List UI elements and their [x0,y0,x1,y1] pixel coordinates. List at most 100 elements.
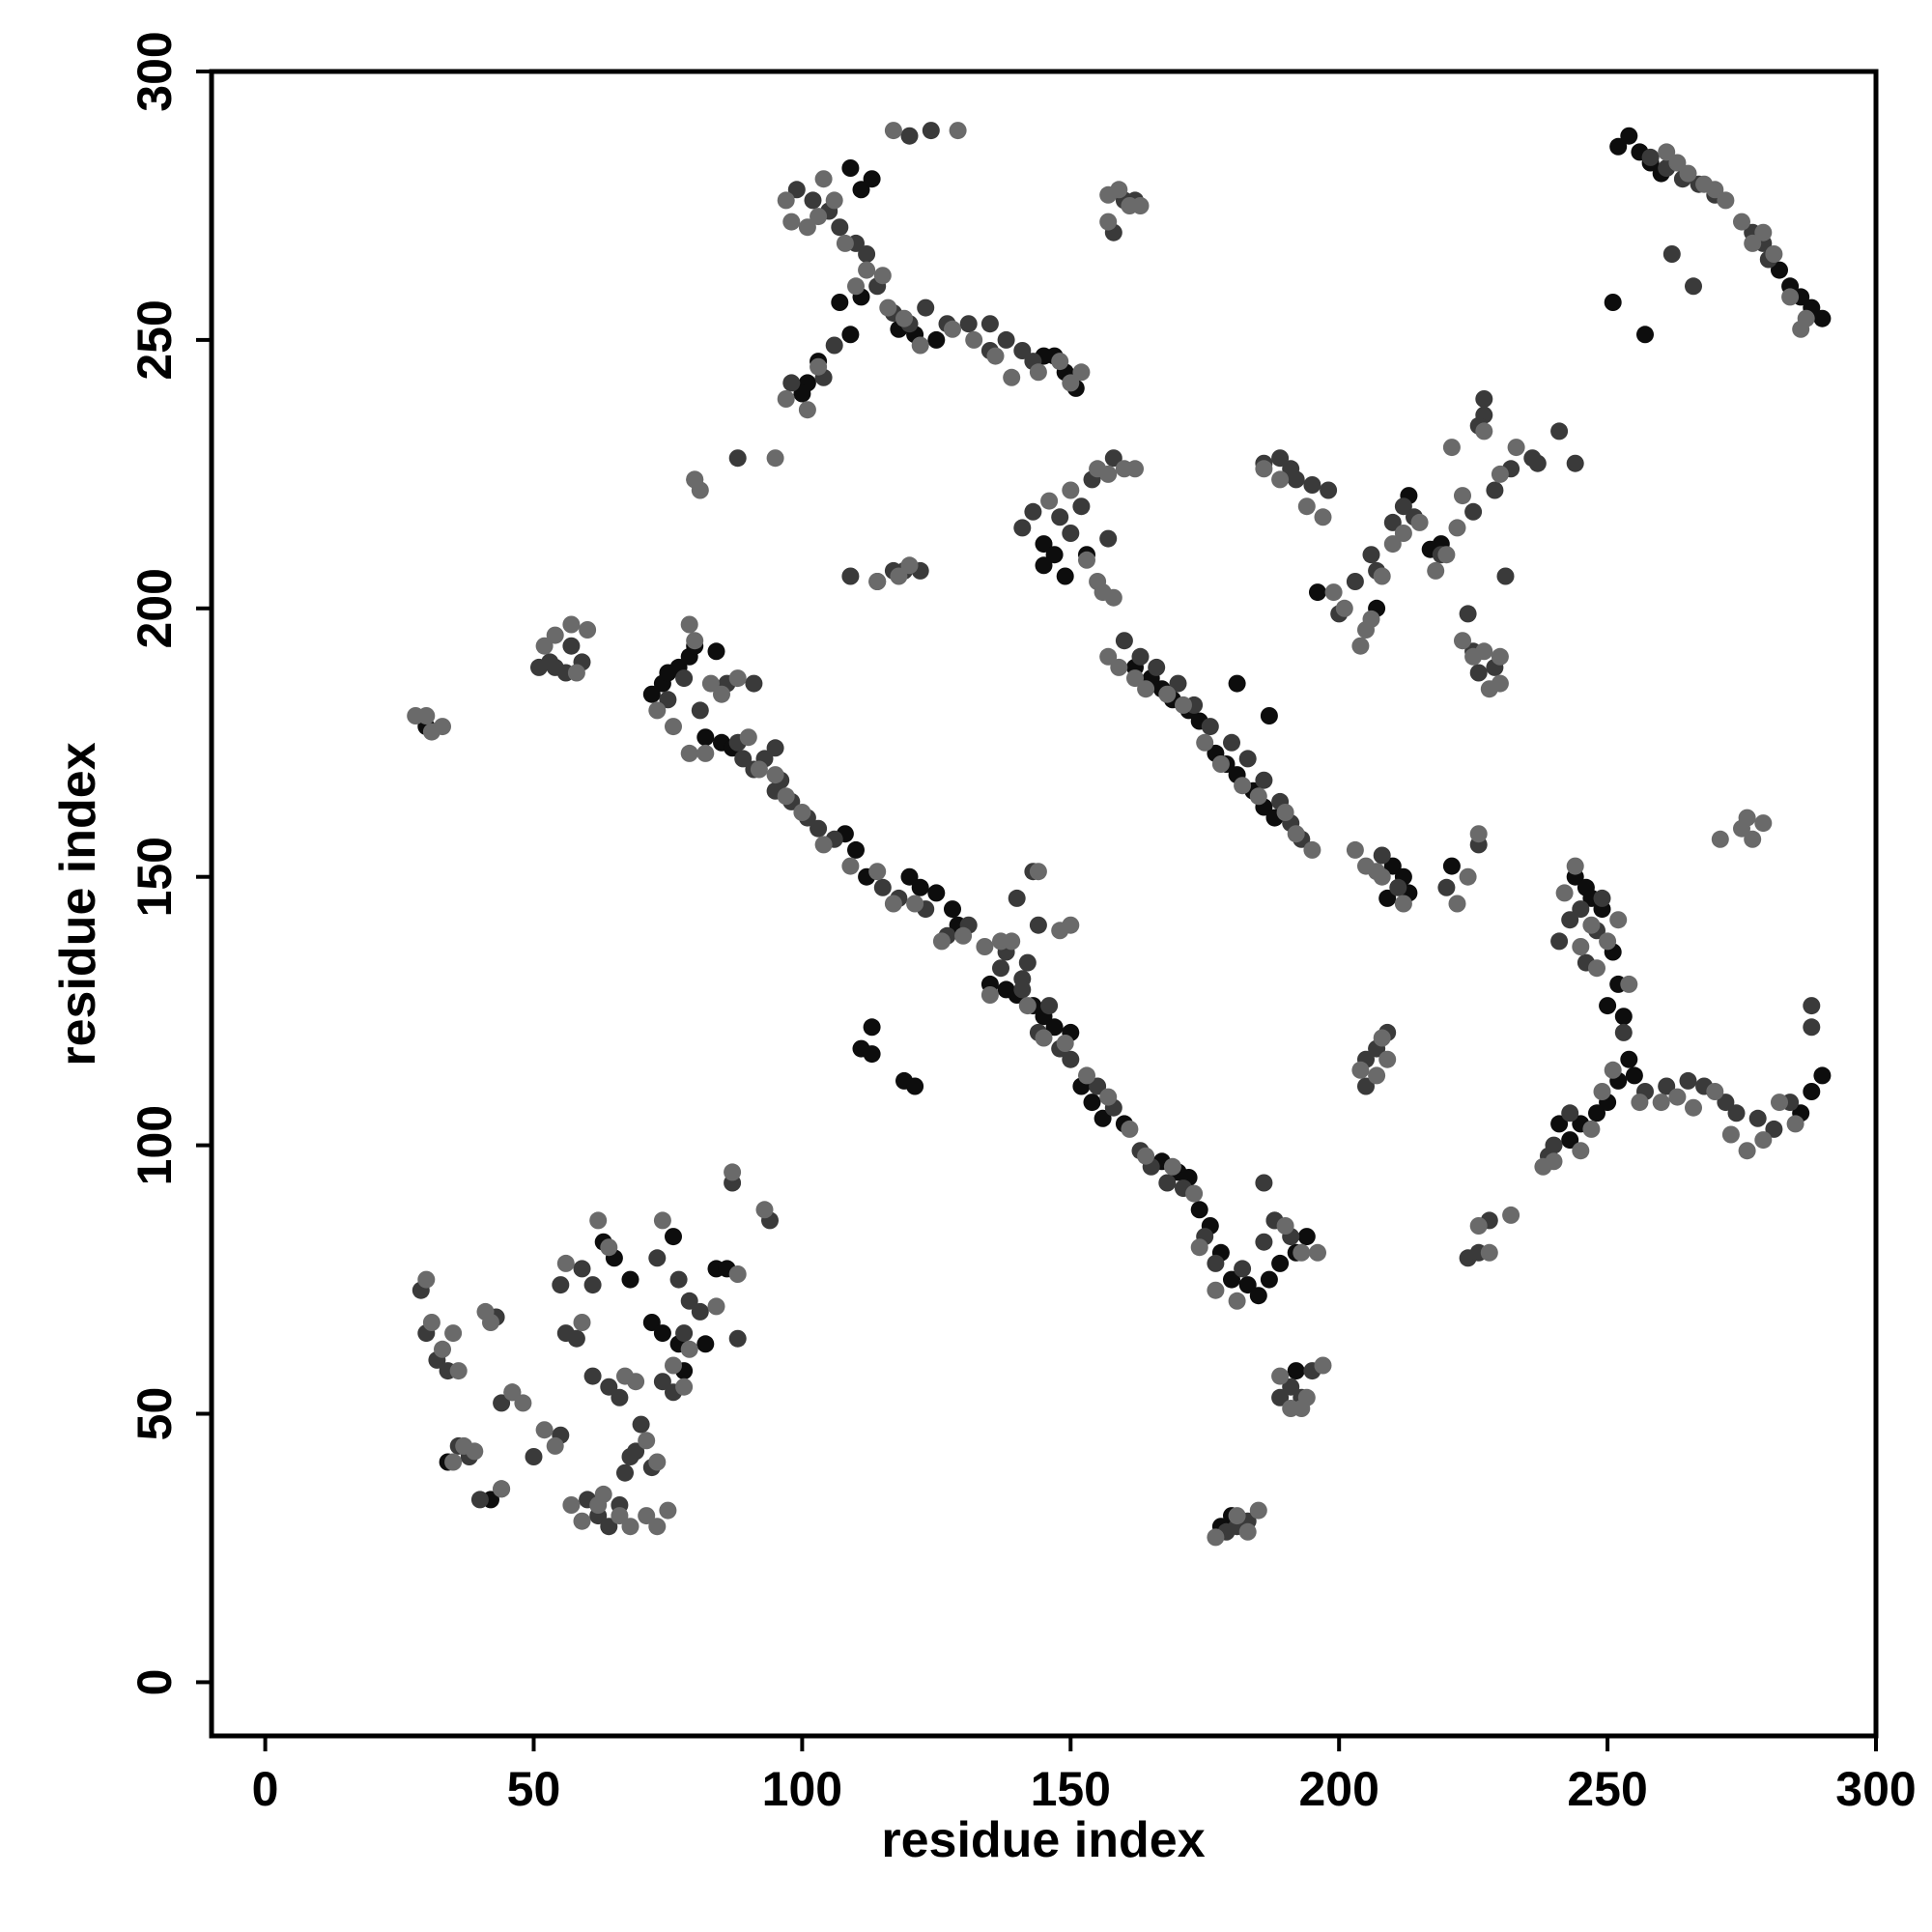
data-point [1765,245,1783,263]
data-point [1314,1356,1332,1375]
data-point [841,857,860,875]
data-point [1442,857,1461,875]
data-point [1158,685,1177,703]
data-point [1566,454,1584,472]
y-tick-label: 250 [128,299,182,380]
data-point [1056,567,1074,585]
data-point [1437,546,1456,564]
data-point [1614,1008,1633,1026]
data-point [696,1335,715,1353]
data-point [1362,610,1380,628]
data-point [1803,1018,1821,1037]
data-point [1008,889,1026,907]
data-point [1110,658,1128,676]
data-point [1636,326,1654,344]
x-tick-label: 250 [1567,1762,1647,1816]
data-point [642,685,661,703]
data-point [831,218,849,237]
data-point [648,1249,667,1267]
data-point [648,1453,667,1471]
x-tick-label: 150 [1031,1762,1111,1816]
data-point [858,261,876,279]
data-point [1099,1088,1118,1106]
data-point [1491,674,1509,693]
data-point [1035,556,1053,575]
data-point [900,127,919,145]
data-point [632,1415,650,1434]
data-point [1078,1066,1095,1085]
data-point [932,932,951,951]
data-point [1148,658,1166,676]
data-point [1104,449,1122,468]
data-point [583,1276,602,1294]
data-point [1599,932,1617,951]
data-point [1620,975,1638,993]
data-point [1566,857,1584,875]
data-point [1469,664,1488,682]
data-point [906,895,924,913]
data-point [1190,1201,1208,1219]
data-point [863,1018,881,1037]
data-point [873,267,892,285]
data-point [686,632,704,650]
data-point [713,685,730,703]
data-point [642,1314,661,1331]
data-point [1604,294,1622,311]
data-point [659,1501,677,1520]
data-point [648,701,667,720]
data-point [1056,1035,1074,1052]
data-point [728,449,747,468]
data-point [1394,497,1412,516]
data-point [417,1270,436,1289]
data-point [1104,588,1122,607]
x-tick-label: 0 [252,1762,279,1816]
data-point [1561,911,1579,929]
data-point [873,878,892,896]
data-point [1089,1077,1107,1095]
data-point [1185,1184,1204,1203]
data-point [1448,519,1466,537]
data-point [707,1297,725,1316]
data-point [680,615,698,634]
data-point [755,1201,774,1219]
data-point [525,1448,543,1465]
data-point [847,840,865,859]
data-point [739,728,757,747]
data-point [1561,1131,1579,1150]
data-point [1614,1023,1633,1041]
data-point [825,191,843,210]
data-point [680,744,698,762]
data-point [1324,583,1343,602]
data-point [1555,884,1574,902]
data-point [1276,804,1294,821]
data-point [1717,1094,1735,1112]
data-point [1003,368,1021,386]
data-point [444,1324,463,1343]
data-point [600,1378,618,1396]
data-point [407,707,425,724]
data-point [562,615,581,634]
data-point [1029,863,1047,881]
data-point [798,218,816,237]
data-point [1255,771,1273,789]
data-point [1711,830,1729,848]
data-point [836,234,854,252]
data-point [927,330,946,349]
data-point [675,1378,694,1396]
data-point [1271,1254,1290,1272]
data-point [798,401,816,419]
data-point [1599,997,1617,1015]
data-point [1572,900,1590,919]
data-point [1062,916,1080,934]
data-point [573,1512,591,1530]
data-point [1502,1206,1520,1224]
data-point [1228,1507,1246,1525]
data-point [1072,497,1091,516]
data-point [1442,439,1461,457]
x-tick-label: 100 [762,1762,842,1816]
data-point [600,1238,618,1257]
data-point [1410,513,1429,531]
data-point [1062,525,1080,542]
data-point [868,863,887,881]
data-point [1448,895,1466,913]
